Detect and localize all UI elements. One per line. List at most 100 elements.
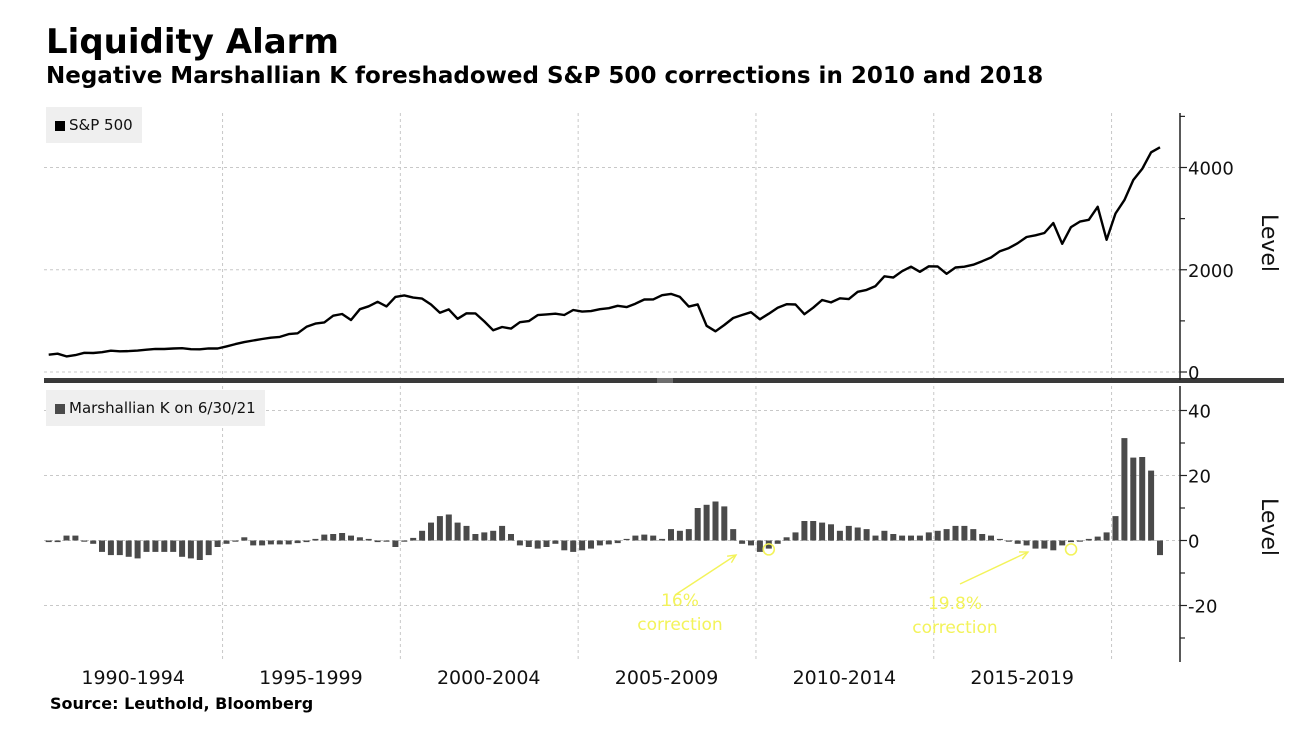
marshallian-k-bar (383, 540, 390, 542)
marshallian-k-bar (561, 540, 568, 551)
marshallian-k-bar (481, 532, 488, 541)
marshallian-k-bar (694, 508, 701, 541)
marshallian-k-bar (845, 525, 852, 541)
annotation-label-pct: 16% (661, 591, 699, 611)
marshallian-k-bar (250, 540, 257, 546)
marshallian-k-bar (1157, 540, 1163, 556)
marshallian-k-bar (863, 529, 870, 541)
top-y-axis-title: Level (1256, 214, 1281, 272)
marshallian-k-bar (668, 529, 674, 541)
marshallian-k-bar (241, 537, 248, 541)
marshallian-k-bar (214, 540, 221, 547)
marshallian-k-bar (401, 540, 408, 542)
legend-label-sp500: S&P 500 (69, 116, 133, 134)
marshallian-k-bar (1068, 540, 1074, 543)
legend-swatch-marshallian-k (55, 404, 65, 414)
source-note: Source: Leuthold, Bloomberg (50, 694, 314, 713)
marshallian-k-bar (99, 540, 105, 552)
marshallian-k-bar (908, 535, 914, 541)
marshallian-k-bar (996, 538, 1003, 541)
marshallian-k-bar (81, 540, 88, 542)
marshallian-k-bar (1076, 540, 1083, 542)
marshallian-k-bar (170, 540, 177, 552)
marshallian-k-bar (463, 525, 470, 541)
annotation-arrow (959, 551, 1029, 585)
marshallian-k-bar (490, 530, 497, 541)
annotation-circle (762, 543, 776, 556)
marshallian-k-bar (961, 525, 968, 541)
x-tick-label: 1995-1999 (259, 667, 363, 689)
marshallian-k-bar (205, 540, 212, 556)
x-tick-label: 2005-2009 (615, 667, 719, 689)
y-tick-label: -20 (1188, 597, 1217, 618)
marshallian-k-bar (943, 529, 950, 541)
marshallian-k-bar (419, 530, 426, 541)
marshallian-k-bar (125, 540, 132, 557)
y-tick-label: 0 (1188, 532, 1199, 553)
marshallian-k-bar (1041, 540, 1048, 549)
marshallian-k-bar (819, 522, 826, 541)
annotation-label-text: correction (637, 615, 722, 635)
marshallian-k-bar (143, 540, 150, 552)
annotation-label-pct: 19.8% (928, 594, 982, 614)
marshallian-k-bar (748, 540, 754, 546)
axes: 0 2000 4000 -20 0 20 40 Level Level 1990-1994 1995… (44, 113, 1284, 689)
y-tick-label: 20 (1188, 467, 1211, 488)
marshallian-k-bar (1130, 457, 1137, 541)
marshallian-k-bar (774, 540, 781, 544)
legend-marshallian-k: Marshallian K on 6/30/21 (46, 390, 265, 426)
marshallian-k-bar (925, 532, 932, 541)
marshallian-k-bar (321, 534, 328, 541)
marshallian-k-bar (570, 540, 577, 552)
marshallian-k-bar (730, 529, 737, 541)
y-tick-label: 2000 (1188, 261, 1234, 282)
marshallian-k-bar (72, 535, 79, 541)
marshallian-k-bar (116, 540, 123, 556)
marshallian-k-bar (854, 527, 861, 541)
marshallian-k-bar (1023, 540, 1030, 546)
sp500-line (48, 146, 1161, 358)
marshallian-k-bar (632, 535, 639, 541)
marshallian-k-bar (783, 537, 790, 541)
marshallian-k-bar (1121, 438, 1128, 541)
marshallian-k-bar (1050, 540, 1057, 551)
marshallian-k-bar (712, 501, 719, 541)
marshallian-k-bar (516, 540, 523, 546)
marshallian-k-bar (267, 540, 274, 545)
marshallian-k-bar (721, 506, 728, 541)
marshallian-k-bar (365, 538, 372, 541)
y-tick-label: 0 (1188, 363, 1199, 384)
annotation-arrowhead (727, 554, 738, 564)
y-tick-label: 40 (1188, 402, 1211, 423)
marshallian-k-bar (454, 522, 461, 541)
marshallian-k-bar (303, 540, 310, 543)
annotation-label-text: correction (912, 618, 997, 638)
marshallian-k-bar (970, 529, 977, 541)
marshallian-k-bar (801, 521, 808, 541)
marshallian-k-bar (836, 530, 843, 541)
marshallian-k-bar (152, 540, 159, 552)
marshallian-k-bar (988, 535, 994, 541)
marshallian-k-bar (472, 534, 479, 541)
marshallian-k-bar (1085, 538, 1092, 541)
chart-subtitle: Negative Marshallian K foreshadowed S&P … (46, 63, 1044, 89)
marshallian-k-bar (63, 535, 70, 541)
marshallian-k-bar (543, 540, 550, 547)
marshallian-k-bar (1059, 540, 1066, 546)
marshallian-k-bar (623, 538, 630, 541)
annotation-arrowhead (1018, 551, 1030, 560)
legend-label-marshallian-k: Marshallian K on 6/30/21 (69, 399, 256, 417)
annotation-arrow (674, 554, 737, 596)
marshallian-k-bar (641, 534, 648, 541)
marshallian-k-bar (614, 540, 621, 544)
marshallian-k-bar (899, 535, 906, 541)
chart-title: Liquidity Alarm (46, 22, 339, 62)
marshallian-k-bar (525, 540, 532, 547)
marshallian-k-bar (54, 540, 61, 543)
marshallian-k-bar (952, 525, 959, 541)
marshallian-k-bar (676, 530, 683, 541)
marshallian-k-bar (979, 534, 986, 541)
marshallian-k-bar (1094, 536, 1101, 541)
marshallian-k-bar (703, 504, 710, 541)
marshallian-k-bar (339, 533, 346, 541)
